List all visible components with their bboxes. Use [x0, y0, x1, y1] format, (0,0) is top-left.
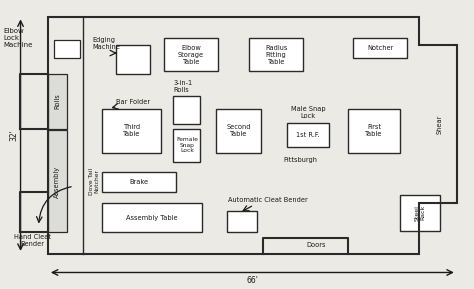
Text: First
Table: First Table [365, 125, 383, 138]
Bar [227, 211, 257, 232]
Text: Shear: Shear [436, 115, 442, 134]
Bar [287, 123, 329, 147]
Bar [173, 96, 200, 124]
Text: 32': 32' [9, 129, 18, 141]
Text: Elbow
Storage
Table: Elbow Storage Table [178, 45, 204, 65]
Text: Assembly Table: Assembly Table [126, 215, 178, 221]
Bar [173, 129, 200, 162]
Text: Third
Table: Third Table [123, 125, 141, 138]
Bar [353, 38, 407, 58]
Text: Brake: Brake [129, 179, 149, 185]
Bar [48, 74, 67, 129]
Bar [400, 195, 440, 231]
Text: Edging
Machine: Edging Machine [92, 37, 120, 50]
Text: Female
Snap
Lock: Female Snap Lock [176, 137, 198, 153]
Bar [249, 38, 303, 71]
Bar [48, 130, 67, 232]
Bar [102, 172, 175, 192]
Text: Elbow
Lock
Machine: Elbow Lock Machine [3, 28, 32, 48]
Bar [348, 109, 400, 153]
Bar [102, 203, 201, 232]
Text: Steel
Rack: Steel Rack [414, 205, 425, 221]
Text: Doors: Doors [307, 242, 326, 248]
Bar [117, 45, 150, 74]
Bar [54, 40, 80, 58]
Text: 1st R.F.: 1st R.F. [296, 132, 319, 138]
Text: Radius
Fitting
Table: Radius Fitting Table [265, 45, 287, 65]
Text: Assembly: Assembly [55, 166, 60, 198]
Bar [164, 38, 218, 71]
Text: Automatic Cleat Bender: Automatic Cleat Bender [228, 197, 308, 203]
Text: Second
Table: Second Table [226, 125, 251, 138]
Bar [102, 109, 161, 153]
Text: 3-in-1
Rolls: 3-in-1 Rolls [173, 80, 192, 93]
Text: Bar Folder: Bar Folder [117, 99, 151, 105]
Bar [216, 109, 261, 153]
Text: Rolls: Rolls [55, 93, 60, 109]
Text: 66': 66' [246, 276, 258, 285]
Text: Dove Tail
Notcher: Dove Tail Notcher [89, 168, 100, 195]
Text: Male Snap
Lock: Male Snap Lock [291, 105, 325, 118]
Text: Pittsburgh: Pittsburgh [284, 158, 318, 164]
Text: Hand Cleat
Bender: Hand Cleat Bender [14, 234, 51, 247]
Text: Notcher: Notcher [367, 45, 393, 51]
